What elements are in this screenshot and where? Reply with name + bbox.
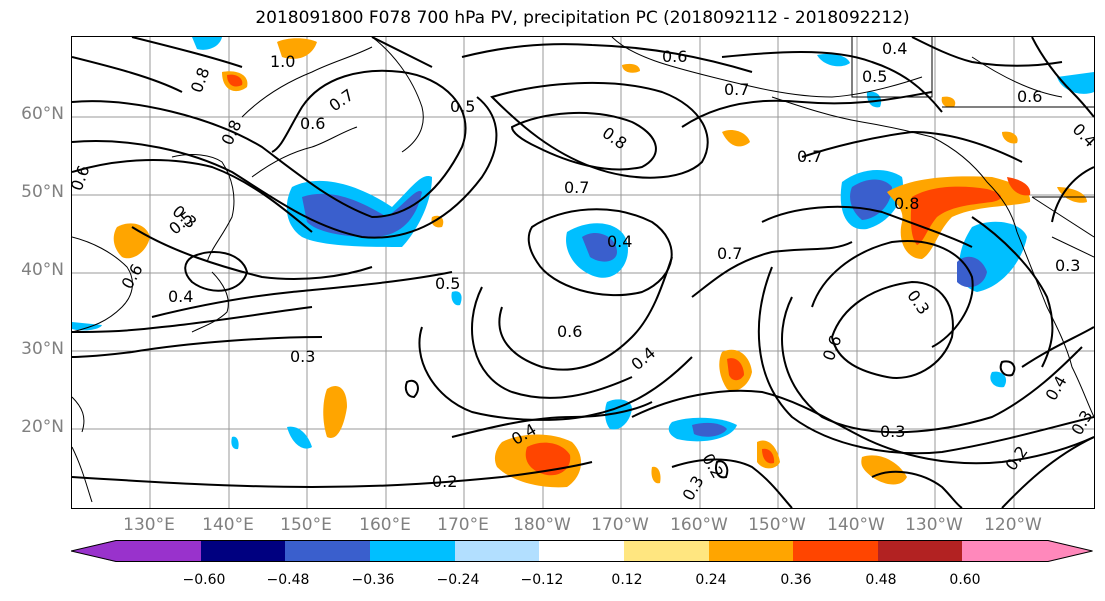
lon-label: 150°W bbox=[748, 515, 806, 535]
colorbar-tick-label: 0.36 bbox=[780, 572, 812, 588]
colorbar-segment bbox=[370, 540, 455, 562]
contour-label: 0.4 bbox=[1041, 372, 1070, 404]
contour-label: 0.2 bbox=[1001, 442, 1031, 474]
contour-label: 0.8 bbox=[894, 194, 919, 213]
contour-label: 0.7 bbox=[564, 178, 589, 197]
contour-label: 0.6 bbox=[557, 322, 582, 341]
colorbar-tick-label: −0.60 bbox=[182, 572, 226, 588]
contour-label: 0.6 bbox=[300, 114, 325, 133]
colorbar-segment bbox=[793, 540, 878, 562]
contour-label: 0.8 bbox=[599, 123, 631, 153]
colorbar bbox=[71, 540, 1093, 562]
lon-label: 130°W bbox=[905, 515, 963, 535]
contour-label: 0.4 bbox=[627, 343, 659, 374]
colorbar-tick-label: 0.24 bbox=[695, 572, 727, 588]
contour-label: 0.5 bbox=[862, 67, 887, 86]
colorbar-segment bbox=[878, 540, 962, 562]
contour-label: 0.6 bbox=[117, 261, 146, 293]
contour-label: 0.7 bbox=[325, 85, 357, 115]
colorbar-tick-label: −0.36 bbox=[351, 572, 395, 588]
colorbar-segment bbox=[285, 540, 370, 562]
colorbar-segment bbox=[201, 540, 285, 562]
contour-label: 0.6 bbox=[819, 333, 846, 363]
contour-label: 0.3 bbox=[880, 422, 905, 441]
contour-label: 0.7 bbox=[724, 80, 749, 99]
lon-label: 130°E bbox=[123, 515, 175, 535]
contour-label: 0.2 bbox=[432, 472, 457, 491]
negative-pc-shading bbox=[72, 37, 1094, 449]
lon-label: 170°E bbox=[437, 515, 489, 535]
contour-label: 0.3 bbox=[903, 286, 933, 318]
contour-label: 0.6 bbox=[662, 47, 687, 66]
contour-label: 0.4 bbox=[1069, 120, 1094, 151]
colorbar-tick-label: 0.48 bbox=[865, 572, 897, 588]
contour-label: 0.5 bbox=[450, 97, 475, 116]
contour-label: 0.3 bbox=[678, 472, 707, 504]
lat-label: 20°N bbox=[21, 417, 64, 437]
colorbar-tick-label: −0.48 bbox=[266, 572, 310, 588]
colorbar-segment bbox=[962, 540, 1093, 562]
contour-label: 0.8 bbox=[218, 117, 246, 148]
lon-label: 140°W bbox=[827, 515, 885, 535]
contour-labels: 1.0 0.8 0.8 0.6 0.7 0.5 0.6 0.7 0.8 0.7 … bbox=[72, 39, 1094, 504]
colorbar-segment bbox=[455, 540, 539, 562]
contour-label: 0.3 bbox=[290, 347, 315, 366]
lon-label: 160°E bbox=[359, 515, 411, 535]
map-panel: 1.0 0.8 0.8 0.6 0.7 0.5 0.6 0.7 0.8 0.7 … bbox=[71, 36, 1095, 509]
map-canvas: 1.0 0.8 0.8 0.6 0.7 0.5 0.6 0.7 0.8 0.7 … bbox=[72, 37, 1094, 508]
contour-label: 0.7 bbox=[717, 244, 742, 263]
colorbar-segment bbox=[539, 540, 624, 562]
contour-label: 0.4 bbox=[882, 39, 907, 58]
contour-label: 0.5 bbox=[435, 274, 460, 293]
colorbar-tick-label: −0.12 bbox=[520, 572, 564, 588]
contour-label: 0.3 bbox=[1067, 407, 1094, 439]
coastlines bbox=[72, 37, 1094, 503]
lon-label: 150°E bbox=[280, 515, 332, 535]
colorbar-tick-label: 0.12 bbox=[611, 572, 643, 588]
contour-label: 0.7 bbox=[797, 147, 822, 166]
contour-label: 0.4 bbox=[168, 287, 193, 306]
lon-label: 160°W bbox=[670, 515, 728, 535]
colorbar-tick-label: −0.24 bbox=[436, 572, 480, 588]
lon-label: 140°E bbox=[202, 515, 254, 535]
map-title: 2018091800 F078 700 hPa PV, precipitatio… bbox=[255, 8, 910, 28]
colorbar-tick-label: 0.60 bbox=[949, 572, 981, 588]
colorbar-segment bbox=[709, 540, 793, 562]
contour-label: 0.6 bbox=[1017, 87, 1042, 106]
lon-label: 180°W bbox=[513, 515, 571, 535]
contour-label: 0.3 bbox=[1055, 256, 1080, 275]
contour-label: 1.0 bbox=[270, 52, 295, 71]
lon-label: 120°W bbox=[984, 515, 1042, 535]
lat-label: 50°N bbox=[21, 182, 64, 202]
contour-label: 0.4 bbox=[607, 232, 632, 251]
lat-label: 60°N bbox=[21, 104, 64, 124]
lat-label: 40°N bbox=[21, 260, 64, 280]
lat-label: 30°N bbox=[21, 339, 64, 359]
colorbar-segments bbox=[71, 540, 1093, 562]
graticule bbox=[72, 37, 1094, 508]
colorbar-segment bbox=[624, 540, 709, 562]
contour-label: 0.8 bbox=[187, 65, 214, 95]
lon-label: 170°W bbox=[591, 515, 649, 535]
